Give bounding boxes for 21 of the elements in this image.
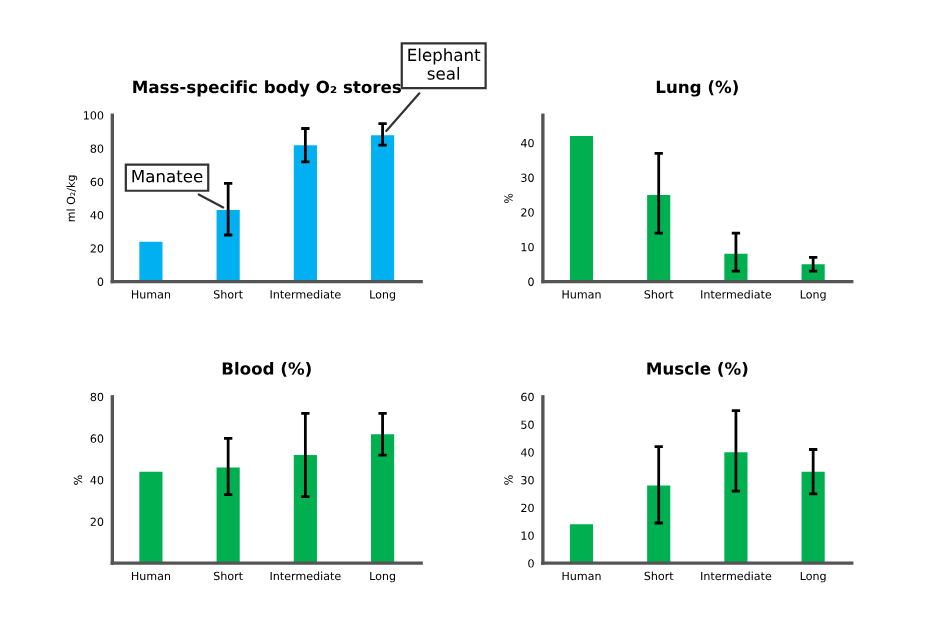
bar [216,210,240,282]
bar [293,455,317,564]
bar [139,241,163,282]
bar [293,145,317,282]
bar [647,194,671,282]
bar [724,452,748,564]
chart-title: Mass-specific body O₂ stores [133,80,401,97]
chart-title: Muscle (%) [647,361,748,377]
bar [724,253,748,282]
bar [801,471,825,564]
bar [216,467,240,564]
bar [371,135,395,282]
bar [647,485,671,564]
annotation: Manatee [132,170,203,183]
bar [139,471,163,564]
annotation: Elephant seal [408,48,481,80]
bar [569,136,594,282]
bar [569,524,594,564]
bar [371,434,395,564]
chart-title: Lung (%) [656,80,738,97]
chart-title: Blood (%) [222,361,311,377]
